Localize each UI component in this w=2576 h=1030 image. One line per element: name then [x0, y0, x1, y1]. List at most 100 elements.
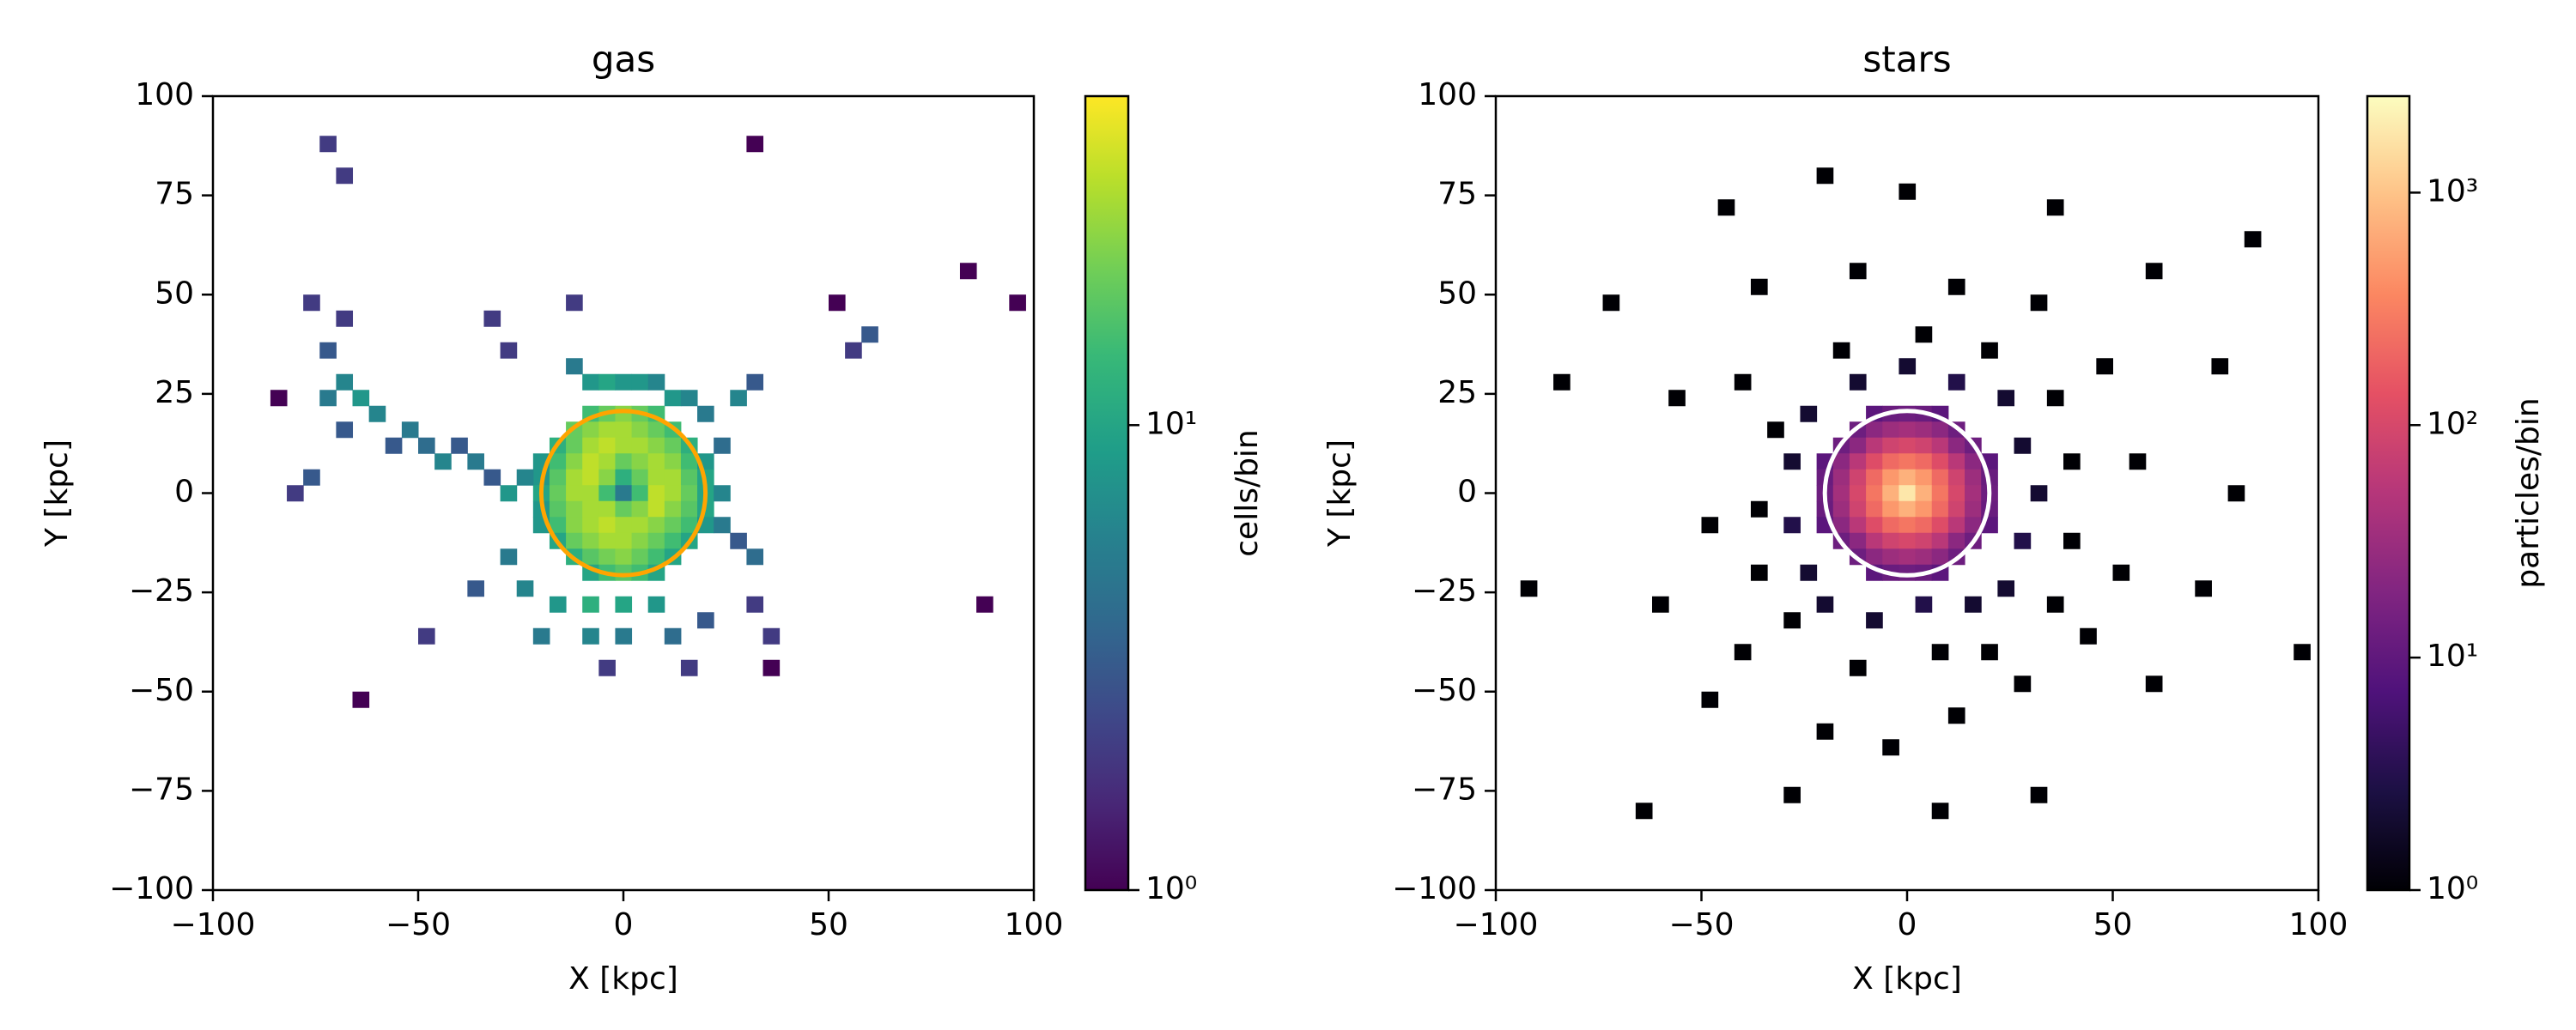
y-tick-label: −25 — [129, 573, 194, 609]
heatmap-cell — [1915, 421, 1933, 439]
heatmap-cell — [1832, 500, 1850, 518]
heatmap-cell — [1832, 485, 1850, 502]
x-tick-label: −100 — [171, 907, 256, 942]
y-tick-label: −50 — [129, 673, 194, 708]
heatmap-cell — [647, 373, 665, 391]
heatmap-cell — [631, 453, 649, 470]
heatmap-cell — [1652, 596, 1669, 613]
heatmap-cell — [303, 469, 320, 486]
heatmap-cell — [1931, 803, 1949, 820]
heatmap-cell — [1602, 294, 1620, 312]
heatmap-cell — [1750, 500, 1768, 518]
heatmap-cell — [1832, 469, 1850, 486]
heatmap-cell — [615, 500, 633, 518]
heatmap-cell — [598, 437, 616, 454]
heatmap-cell — [1783, 517, 1801, 534]
heatmap-cell — [664, 627, 682, 645]
heatmap-cell — [500, 342, 518, 359]
x-tick-label: 100 — [1005, 907, 1064, 942]
heatmap-cell — [1947, 500, 1965, 518]
heatmap-cell — [615, 517, 633, 534]
heatmap-cell — [598, 548, 616, 566]
heatmap-cell — [1965, 469, 1982, 486]
heatmap-cell — [1947, 707, 1965, 724]
heatmap-cell — [1931, 644, 1949, 661]
heatmap-cell — [418, 437, 435, 454]
colorbar-tick-label: 10¹ — [1145, 406, 1197, 441]
y-tick-label: 50 — [155, 276, 194, 311]
heatmap-cell — [1635, 803, 1653, 820]
heatmap-cell — [566, 469, 583, 486]
y-tick-label: 25 — [1437, 375, 1477, 410]
heatmap-cell — [615, 453, 633, 470]
heatmap-cell — [697, 612, 714, 629]
heatmap-cell — [1009, 294, 1026, 312]
aperture-circle — [1822, 409, 1992, 578]
heatmap-cell — [1931, 500, 1949, 518]
heatmap-cell — [680, 500, 698, 518]
heatmap-cell — [1866, 453, 1883, 470]
heatmap-cell — [1915, 500, 1933, 518]
heatmap-cell — [368, 405, 386, 422]
heatmap-cell — [598, 469, 616, 486]
x-tick-label: 50 — [809, 907, 848, 942]
heatmap-cell — [582, 500, 599, 518]
heatmap-cell — [2063, 453, 2081, 470]
heatmap-cell — [664, 469, 682, 486]
heatmap-cell — [1800, 405, 1818, 422]
heatmap-cell — [1981, 342, 1998, 359]
heatmap-cell — [1701, 517, 1719, 534]
heatmap-cell — [664, 532, 682, 549]
heatmap-cell — [483, 469, 501, 486]
heatmap-cell — [680, 517, 698, 534]
heatmap-cell — [714, 437, 731, 454]
heatmap-cell — [631, 500, 649, 518]
heatmap-cell — [1931, 453, 1949, 470]
heatmap-cell — [647, 532, 665, 549]
heatmap-cell — [631, 517, 649, 534]
heatmap-cell — [762, 627, 781, 645]
heatmap-cell — [959, 263, 977, 280]
heatmap-cell — [615, 437, 633, 454]
heatmap-cell — [1899, 183, 1917, 200]
y-tick-label: 25 — [155, 375, 194, 410]
heatmap-cell — [2244, 231, 2262, 248]
heatmap-cell — [1783, 453, 1801, 470]
heatmap-cell — [516, 469, 534, 486]
panel-title: stars — [1862, 39, 1951, 81]
heatmap-cell — [1553, 373, 1571, 391]
heatmap-cell — [631, 373, 649, 391]
heatmap-cell — [1849, 532, 1867, 549]
heatmap-cell — [532, 627, 550, 645]
heatmap-cell — [647, 453, 665, 470]
heatmap-cell — [1947, 453, 1965, 470]
heatmap-cell — [746, 548, 764, 566]
heatmap-cell — [2293, 644, 2311, 661]
heatmap-cell — [549, 485, 567, 502]
heatmap-cell — [2096, 358, 2113, 375]
heatmap-cell — [746, 136, 764, 153]
heatmap-cell — [680, 485, 698, 502]
x-tick-label: 100 — [2289, 907, 2348, 942]
heatmap-cell — [336, 373, 354, 391]
heatmap-cell — [1767, 421, 1784, 439]
y-tick-label: 0 — [174, 475, 194, 510]
heatmap-cell — [1947, 278, 1965, 295]
heatmap-cell — [1866, 469, 1883, 486]
heatmap-cell — [714, 517, 731, 534]
heatmap-cell — [582, 596, 599, 613]
heatmap-cell — [1965, 485, 1982, 502]
heatmap-cell — [746, 596, 764, 613]
heatmap-cell — [615, 564, 633, 581]
y-tick-label: 75 — [155, 177, 194, 212]
heatmap-cell — [1882, 469, 1899, 486]
heatmap-cell — [1997, 580, 2015, 597]
heatmap-cell — [647, 548, 665, 566]
heatmap-cell — [680, 390, 698, 407]
heatmap-cell — [1849, 453, 1867, 470]
heatmap-cell — [976, 596, 993, 613]
heatmap-cell — [566, 437, 583, 454]
heatmap-cell — [631, 485, 649, 502]
heatmap-cell — [401, 421, 419, 439]
heatmap-cell — [451, 437, 468, 454]
